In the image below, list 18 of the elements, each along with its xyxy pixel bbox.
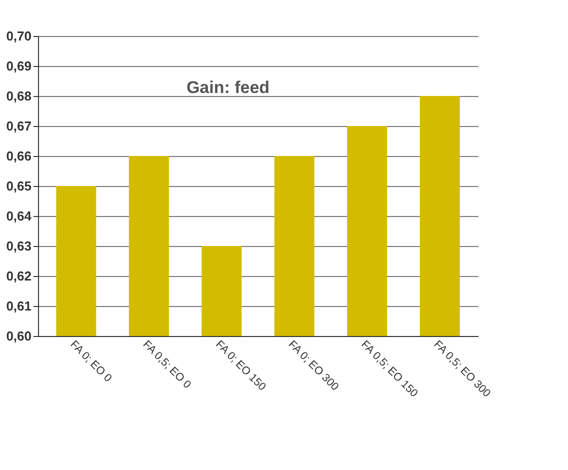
x-tick-label: FA 0,5; EO 300 [431, 338, 493, 400]
x-tick-label: FA 0,5; EO 150 [358, 338, 420, 400]
y-tick-label: 0,68 [6, 88, 32, 104]
y-tick-label: 0,65 [6, 178, 32, 194]
y-tick-label: 0,66 [6, 148, 32, 164]
y-tick-label: 0,63 [6, 238, 32, 254]
y-tick-label: 0,60 [6, 328, 32, 344]
y-tick-label: 0,61 [6, 298, 32, 314]
x-tick-label: FA 0; EO 0 [68, 338, 114, 385]
x-tick-label: FA 0; EO 150 [213, 338, 268, 394]
y-tick-label: 0,62 [6, 268, 32, 284]
y-tick-label: 0,69 [6, 58, 32, 74]
x-tick-label: FA 0; EO 300 [286, 338, 341, 394]
text: Gain: feed [186, 78, 270, 97]
y-tick-label: 0,64 [6, 208, 32, 224]
y-tick-label: 0,67 [6, 118, 32, 134]
y-tick-label: 0,70 [6, 28, 32, 44]
x-tick-label: FA 0,5; EO 0 [140, 338, 194, 392]
